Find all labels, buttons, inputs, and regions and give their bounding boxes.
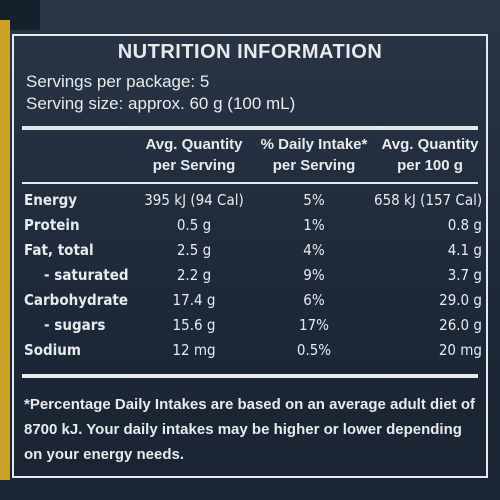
per-serving-value: 17.4 g bbox=[172, 291, 216, 309]
per-100g-value: 658 kJ (157 Cal) bbox=[374, 191, 483, 209]
nutrient-name: Protein bbox=[24, 216, 80, 234]
package-yellow-edge bbox=[0, 20, 10, 480]
col-header-per-serving-line2: per Serving bbox=[152, 157, 236, 174]
nutrient-table: Energy 395 kJ (94 Cal) 5% 658 kJ (157 Ca… bbox=[14, 188, 486, 363]
header-rule bbox=[22, 126, 478, 130]
daily-intake-value: 17% bbox=[299, 316, 329, 334]
table-row: Carbohydrate 17.4 g 6% 29.0 g bbox=[14, 288, 486, 313]
daily-intake-value: 5% bbox=[303, 191, 325, 209]
per-100g-value: 3.7 g bbox=[447, 266, 482, 284]
col-header-daily-intake-line2: per Serving bbox=[272, 157, 356, 174]
nutrient-name: Energy bbox=[24, 191, 78, 209]
per-serving-value: 15.6 g bbox=[172, 316, 216, 334]
per-serving-value: 395 kJ (94 Cal) bbox=[144, 191, 244, 209]
table-row: Energy 395 kJ (94 Cal) 5% 658 kJ (157 Ca… bbox=[14, 188, 486, 213]
nutrient-name: Carbohydrate bbox=[24, 291, 129, 309]
footer-rule bbox=[22, 374, 478, 378]
nutrient-name: - saturated bbox=[44, 266, 129, 284]
table-row: - saturated 2.2 g 9% 3.7 g bbox=[14, 263, 486, 288]
footnote: *Percentage Daily Intakes are based on a… bbox=[24, 396, 476, 463]
table-row: - sugars 15.6 g 17% 26.0 g bbox=[14, 313, 486, 338]
per-serving-value: 2.5 g bbox=[176, 241, 212, 259]
col-header-daily-intake: % Daily Intake* per Serving bbox=[249, 134, 379, 176]
nutrient-name: Sodium bbox=[24, 341, 81, 359]
daily-intake-value: 1% bbox=[303, 216, 325, 234]
nutrient-name: Fat, total bbox=[24, 241, 94, 259]
per-100g-value: 4.1 g bbox=[447, 241, 482, 259]
serving-size: Serving size: approx. 60 g (100 mL) bbox=[26, 94, 296, 113]
per-100g-value: 26.0 g bbox=[439, 316, 482, 334]
table-row: Fat, total 2.5 g 4% 4.1 g bbox=[14, 238, 486, 263]
per-100g-value: 29.0 g bbox=[439, 291, 482, 309]
col-header-per-serving: Avg. Quantity per Serving bbox=[134, 134, 254, 176]
daily-intake-value: 6% bbox=[303, 291, 325, 309]
daily-intake-value: 4% bbox=[303, 241, 325, 259]
per-serving-value: 2.2 g bbox=[176, 266, 212, 284]
per-serving-value: 0.5 g bbox=[176, 216, 212, 234]
nutrient-name: - sugars bbox=[44, 316, 106, 334]
col-header-per-100g-line1: Avg. Quantity bbox=[381, 136, 479, 153]
col-header-per-100g-line2: per 100 g bbox=[397, 157, 463, 174]
table-row: Protein 0.5 g 1% 0.8 g bbox=[14, 213, 486, 238]
servings-per-package: Servings per package: 5 bbox=[26, 72, 210, 91]
daily-intake-value: 0.5% bbox=[296, 341, 332, 359]
panel-title: NUTRITION INFORMATION bbox=[117, 41, 383, 63]
col-header-per-100g: Avg. Quantity per 100 g bbox=[374, 134, 486, 176]
per-100g-value: 0.8 g bbox=[447, 216, 482, 234]
daily-intake-value: 9% bbox=[303, 266, 325, 284]
col-header-daily-intake-line1: % Daily Intake* bbox=[260, 136, 368, 153]
col-header-per-serving-line1: Avg. Quantity bbox=[145, 136, 243, 153]
columns-rule bbox=[22, 182, 478, 184]
nutrition-panel: NUTRITION INFORMATION Servings per packa… bbox=[12, 34, 488, 478]
per-serving-value: 12 mg bbox=[172, 341, 216, 359]
per-100g-value: 20 mg bbox=[438, 341, 482, 359]
table-row: Sodium 12 mg 0.5% 20 mg bbox=[14, 338, 486, 363]
